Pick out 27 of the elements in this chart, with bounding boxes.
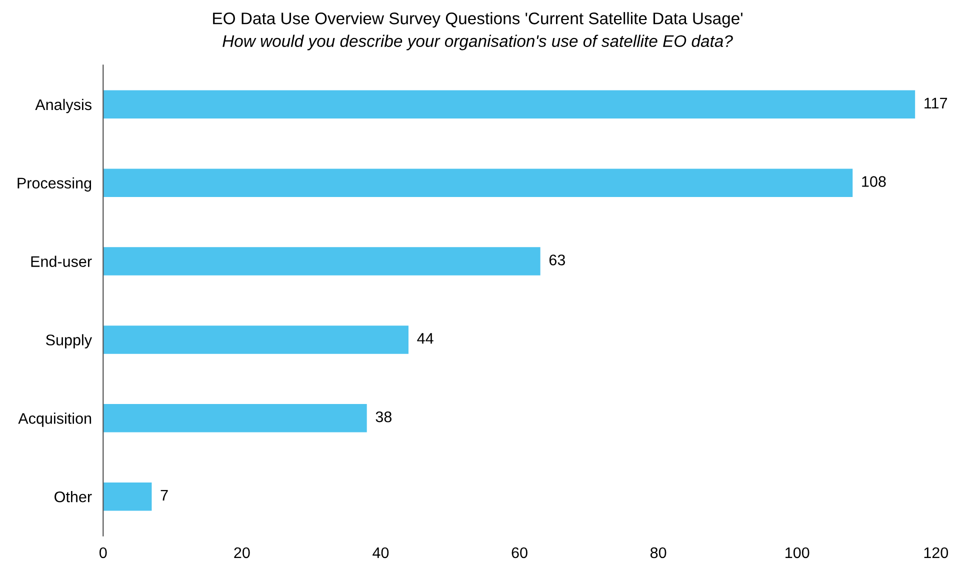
bar <box>103 326 408 354</box>
chart-subtitle: How would you describe your organisation's use of satellite EO data? <box>222 34 733 50</box>
y-tick-label: Supply <box>46 334 92 348</box>
y-tick-label: End-user <box>31 256 92 267</box>
x-tick-label: 0 <box>99 547 107 558</box>
y-tick-label: Acquisition <box>18 412 92 427</box>
data-label: 7 <box>160 490 168 501</box>
bar <box>103 168 853 197</box>
chart-title: EO Data Use Overview Survey Questions 'Current Satellite Data Usage' <box>213 12 742 28</box>
x-tick-label: 60 <box>512 547 528 558</box>
x-tick-label: 80 <box>650 547 666 558</box>
x-tick-label: 100 <box>786 547 810 558</box>
x-tick-label: 40 <box>372 547 389 558</box>
data-label: 108 <box>862 176 886 187</box>
bar <box>103 482 152 511</box>
data-label: 44 <box>417 333 434 344</box>
bar <box>103 90 916 119</box>
bar <box>103 247 540 276</box>
y-tick-label: Other <box>54 491 92 502</box>
y-tick-label: Processing <box>18 177 92 192</box>
data-label: 38 <box>376 411 392 422</box>
x-tick-label: 20 <box>234 547 250 558</box>
y-tick-label: Analysis <box>35 98 92 114</box>
data-label: 63 <box>549 254 565 266</box>
data-label: 117 <box>924 98 948 108</box>
bar <box>103 404 367 432</box>
x-tick-label: 120 <box>924 547 948 558</box>
